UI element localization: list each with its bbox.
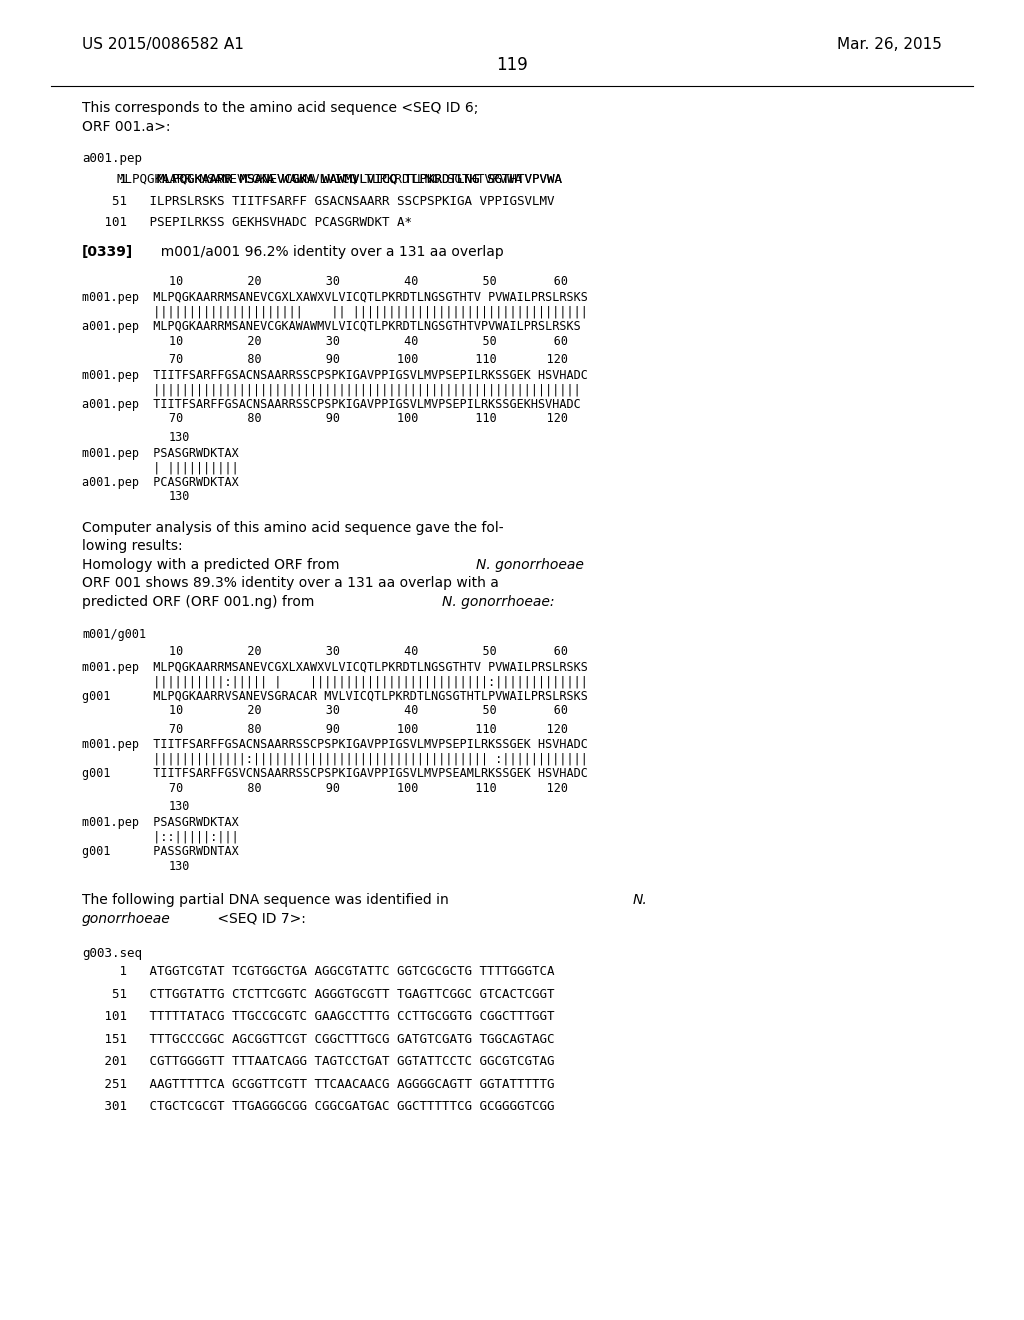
- Text: 70         80         90        100        110       120: 70 80 90 100 110 120: [169, 781, 568, 795]
- Text: 10         20         30         40         50        60: 10 20 30 40 50 60: [169, 334, 568, 347]
- Text: <SEQ ID 7>:: <SEQ ID 7>:: [213, 912, 306, 925]
- Text: lowing results:: lowing results:: [82, 540, 182, 553]
- Text: m001.pep  MLPQGKAARRMSANEVCGXLXAWXVLVICQTLPKRDTLNGSGTHTV PVWAILPRSLRSKS: m001.pep MLPQGKAARRMSANEVCGXLXAWXVLVICQT…: [82, 660, 588, 673]
- Text: a001.pep  MLPQGKAARRMSANEVCGKAWAWMVLVICQTLPKRDTLNGSGTHTVPVWAILPRSLRSKS: a001.pep MLPQGKAARRMSANEVCGKAWAWMVLVICQT…: [82, 319, 581, 333]
- Text: a001.pep: a001.pep: [82, 152, 142, 165]
- Text: 201   CGTTGGGGTT TTTAATCAGG TAGTCCTGAT GGTATTCCTC GGCGTCGTAG: 201 CGTTGGGGTT TTTAATCAGG TAGTCCTGAT GGT…: [82, 1055, 554, 1068]
- Text: m001.pep  TIITFSARFFGSACNSAARRSSCPSPKIGAVPPIGSVLMVPSEPILRKSSGEK HSVHADC: m001.pep TIITFSARFFGSACNSAARRSSCPSPKIGAV…: [82, 368, 588, 381]
- Text: US 2015/0086582 A1: US 2015/0086582 A1: [82, 37, 244, 51]
- Text: 101   PSEPILRKSS GEKHSVHADC PCASGRWDKT A*: 101 PSEPILRKSS GEKHSVHADC PCASGRWDKT A*: [82, 215, 412, 228]
- Text: This corresponds to the amino acid sequence <SEQ ID 6;: This corresponds to the amino acid seque…: [82, 102, 478, 115]
- Text: 1    MLPQGKAARR MSANEVCGKA WAWMVLVICQ TLPKRDTLNG SGTHTVPVWA: 1 MLPQGKAARR MSANEVCGKA WAWMVLVICQ TLPKR…: [82, 172, 562, 185]
- Text: 151   TTTGCCCGGC AGCGGTTCGT CGGCTTTGCG GATGTCGATG TGGCAGTAGC: 151 TTTGCCCGGC AGCGGTTCGT CGGCTTTGCG GAT…: [82, 1032, 554, 1045]
- Text: m001/g001: m001/g001: [82, 627, 146, 640]
- Text: Mar. 26, 2015: Mar. 26, 2015: [838, 37, 942, 51]
- Text: 130: 130: [169, 430, 190, 444]
- Text: 130: 130: [169, 859, 190, 873]
- Text: 10         20         30         40         50        60: 10 20 30 40 50 60: [169, 644, 568, 657]
- Text: gonorrhoeae: gonorrhoeae: [82, 912, 171, 925]
- Text: a001.pep  PCASGRWDKTAX: a001.pep PCASGRWDKTAX: [82, 475, 239, 488]
- Text: 51   ILPRSLRSKS TIITFSARFF GSACNSAARR SSCPSPKIGA VPPIGSVLMV: 51 ILPRSLRSKS TIITFSARFF GSACNSAARR SSCP…: [82, 194, 554, 207]
- Text: 1    MLPQGKAARR MSANEVCGKA WAWMVLVICQ TLPKRDTLNG SGTHTVPVWA: 1 MLPQGKAARR MSANEVCGKA WAWMVLVICQ TLPKR…: [82, 172, 562, 185]
- Text: N. gonorrhoeae:: N. gonorrhoeae:: [442, 595, 555, 609]
- Text: |||||||||||||||||||||    || |||||||||||||||||||||||||||||||||: ||||||||||||||||||||| || |||||||||||||||…: [82, 305, 588, 318]
- Text: 130: 130: [169, 490, 190, 503]
- Text: | ||||||||||: | ||||||||||: [82, 461, 239, 474]
- Text: predicted ORF (ORF 001.ng) from: predicted ORF (ORF 001.ng) from: [82, 595, 318, 609]
- Text: g001      MLPQGKAARRVSANEVSGRACAR MVLVICQTLPKRDTLNGSGTHTLPVWAILPRSLRSKS: g001 MLPQGKAARRVSANEVSGRACAR MVLVICQTLPK…: [82, 689, 588, 702]
- Text: 51   CTTGGTATTG CTCTTCGGTC AGGGTGCGTT TGAGTTCGGC GTCACTCGGT: 51 CTTGGTATTG CTCTTCGGTC AGGGTGCGTT TGAG…: [82, 987, 554, 1001]
- Text: g003.seq: g003.seq: [82, 946, 142, 960]
- Text: 10         20         30         40         50        60: 10 20 30 40 50 60: [169, 704, 568, 717]
- Text: m001.pep  MLPQGKAARRMSANEVCGXLXAWXVLVICQTLPKRDTLNGSGTHTV PVWAILPRSLRSKS: m001.pep MLPQGKAARRMSANEVCGXLXAWXVLVICQT…: [82, 290, 588, 304]
- Text: MLPQGKAARR MSANEVCGKA WAWMVLVICQ TLPKRDTLNG SGTHTVPVWA: MLPQGKAARR MSANEVCGKA WAWMVLVICQ TLPKRDT…: [117, 172, 522, 185]
- Text: m001.pep  PSASGRWDKTAX: m001.pep PSASGRWDKTAX: [82, 816, 239, 829]
- Text: [0339]: [0339]: [82, 246, 133, 259]
- Text: Homology with a predicted ORF from: Homology with a predicted ORF from: [82, 558, 344, 572]
- Text: 1   ATGGTCGTAT TCGTGGCTGA AGGCGTATTC GGTCGCGCTG TTTTGGGTCA: 1 ATGGTCGTAT TCGTGGCTGA AGGCGTATTC GGTCG…: [82, 965, 554, 978]
- Text: 70         80         90        100        110       120: 70 80 90 100 110 120: [169, 352, 568, 366]
- Text: m001.pep  TIITFSARFFGSACNSAARRSSCPSPKIGAVPPIGSVLMVPSEPILRKSSGEK HSVHADC: m001.pep TIITFSARFFGSACNSAARRSSCPSPKIGAV…: [82, 738, 588, 751]
- Text: 101   TTTTTATACG TTGCCGCGTC GAAGCCTTTG CCTTGCGGTG CGGCTTTGGT: 101 TTTTTATACG TTGCCGCGTC GAAGCCTTTG CCT…: [82, 1010, 554, 1023]
- Text: |||||||||||||:||||||||||||||||||||||||||||||||| :||||||||||||: |||||||||||||:||||||||||||||||||||||||||…: [82, 752, 588, 766]
- Text: 130: 130: [169, 800, 190, 813]
- Text: g001      TIITFSARFFGSVCNSAARRSSCPSPKIGAVPPIGSVLMVPSEAMLRKSSGEK HSVHADC: g001 TIITFSARFFGSVCNSAARRSSCPSPKIGAVPPIG…: [82, 767, 588, 780]
- Text: 10         20         30         40         50        60: 10 20 30 40 50 60: [169, 275, 568, 288]
- Text: ORF 001 shows 89.3% identity over a 131 aa overlap with a: ORF 001 shows 89.3% identity over a 131 …: [82, 577, 499, 590]
- Text: ORF 001.a>:: ORF 001.a>:: [82, 120, 170, 133]
- Text: g001      PASSGRWDNTAX: g001 PASSGRWDNTAX: [82, 845, 239, 858]
- Text: Computer analysis of this amino acid sequence gave the fol-: Computer analysis of this amino acid seq…: [82, 521, 504, 535]
- Text: The following partial DNA sequence was identified in: The following partial DNA sequence was i…: [82, 894, 453, 907]
- Text: 70         80         90        100        110       120: 70 80 90 100 110 120: [169, 412, 568, 425]
- Text: ||||||||||:||||| |    |||||||||||||||||||||||||:|||||||||||||: ||||||||||:||||| | |||||||||||||||||||||…: [82, 675, 588, 688]
- Text: a001.pep  TIITFSARFFGSACNSAARRSSCPSPKIGAVPPIGSVLMVPSEPILRKSSGEKHSVHADC: a001.pep TIITFSARFFGSACNSAARRSSCPSPKIGAV…: [82, 397, 581, 411]
- Text: m001.pep  PSASGRWDKTAX: m001.pep PSASGRWDKTAX: [82, 446, 239, 459]
- Text: 251   AAGTTTTTCA GCGGTTCGTT TTCAACAACG AGGGGCAGTT GGTATTTTTG: 251 AAGTTTTTCA GCGGTTCGTT TTCAACAACG AGG…: [82, 1077, 554, 1090]
- Text: |::|||||:|||: |::|||||:|||: [82, 830, 239, 843]
- Text: m001/a001 96.2% identity over a 131 aa overlap: m001/a001 96.2% identity over a 131 aa o…: [152, 246, 504, 259]
- Text: N. gonorrhoeae: N. gonorrhoeae: [476, 558, 584, 572]
- Text: 119: 119: [496, 55, 528, 74]
- Text: ||||||||||||||||||||||||||||||||||||||||||||||||||||||||||||: ||||||||||||||||||||||||||||||||||||||||…: [82, 383, 581, 396]
- Text: 301   CTGCTCGCGT TTGAGGGCGG CGGCGATGAC GGCTTTTTCG GCGGGGTCGG: 301 CTGCTCGCGT TTGAGGGCGG CGGCGATGAC GGC…: [82, 1100, 554, 1113]
- Text: 70         80         90        100        110       120: 70 80 90 100 110 120: [169, 722, 568, 735]
- Text: N.: N.: [633, 894, 647, 907]
